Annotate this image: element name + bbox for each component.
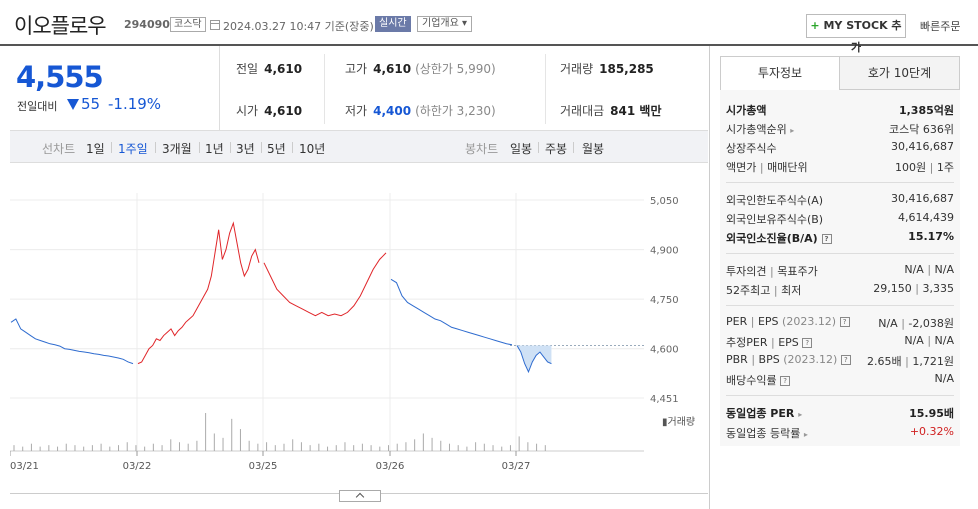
open-price: 시가 4,610 [236, 104, 303, 118]
candle-monthly[interactable]: 월봉 [582, 142, 605, 156]
volume-label: ▮거래량 [662, 416, 695, 428]
high-price: 고가 4,610 (상한가 5,990) [345, 62, 496, 76]
y-tick-label: 4,600 [650, 345, 679, 356]
period-1w[interactable]: 1주일 [118, 142, 148, 156]
help-icon: ? [839, 317, 850, 327]
period-10y[interactable]: 10년 [299, 142, 326, 156]
candle-daily[interactable]: 일봉 [510, 142, 533, 156]
quick-order-button[interactable]: 빠른주문 [920, 20, 961, 33]
candle-chart-label: 봉차트 [465, 142, 499, 156]
help-icon: ? [802, 338, 813, 348]
period-1y[interactable]: 1년 [205, 142, 224, 156]
stock-code: 294090 [124, 18, 170, 31]
x-tick-label: 03/21 [10, 461, 39, 472]
period-1d[interactable]: 1일 [86, 142, 105, 156]
help-icon: ? [840, 355, 851, 365]
current-price: 4,555 [16, 60, 104, 94]
x-tick-label: 03/26 [376, 461, 405, 472]
y-tick-label: 4,451 [650, 394, 679, 405]
price-line [390, 278, 513, 346]
prev-close: 전일 4,610 [236, 62, 303, 76]
price-line [137, 221, 260, 365]
chart-collapse-button[interactable] [339, 490, 381, 502]
volume: 거래량 185,285 [560, 62, 654, 76]
diff-label: 전일대비 [17, 100, 58, 113]
price-box: 4,555 전일대비 55 -1.19% [10, 46, 220, 130]
low-price: 저가 4,400 (하한가 3,230) [345, 104, 496, 118]
invest-info-panel: 시가총액 1,385억원 시가총액순위 ▸ 코스닥 636위 상장주식수 30,416… [720, 90, 960, 446]
y-tick-label: 5,050 [650, 196, 679, 207]
mystock-add-button[interactable]: + MY STOCK 추가 [806, 14, 906, 54]
period-5y[interactable]: 5년 [267, 142, 286, 156]
mystock-label: MY STOCK 추가 [823, 19, 902, 54]
trade-amount: 거래대금 841 백만 [560, 104, 662, 118]
y-tick-label: 4,900 [650, 246, 679, 257]
market-badge: 코스닥 [170, 17, 206, 32]
y-tick-label: 4,750 [650, 295, 679, 306]
realtime-badge: 실시간 [375, 16, 411, 32]
x-tick-label: 03/27 [502, 461, 531, 472]
chart-period-bar: 선차트 1일 1주일 3개월 1년 3년 5년 10년 봉차트 일봉 주봉 월봉 [10, 130, 708, 163]
price-line [10, 318, 134, 365]
line-chart-label: 선차트 [42, 142, 76, 156]
stock-name: 이오플로우 [14, 14, 107, 38]
candle-weekly[interactable]: 주봉 [545, 142, 568, 156]
price-chart[interactable]: 5,050 4,900 4,750 4,600 4,451 ▮거래량 03/21 03/22 0… [10, 163, 708, 493]
right-panel-tabs: 투자정보 호가 10단계 [720, 56, 960, 90]
tab-orderbook[interactable]: 호가 10단계 [840, 56, 960, 90]
stock-header: 이오플로우 294090 코스닥 2024.03.27 10:47 기준(장중)… [0, 0, 978, 54]
tab-invest-info[interactable]: 투자정보 [720, 56, 840, 90]
price-line [263, 252, 387, 317]
quote-info-table: 전일 4,610 고가 4,610 (상한가 5,990) 거래량 185,285 시가… [220, 46, 708, 130]
help-icon: ? [821, 234, 832, 244]
period-3y[interactable]: 3년 [236, 142, 255, 156]
price-rate: -1.19% [108, 95, 162, 113]
company-info-button[interactable]: 기업개요 ▾ [417, 16, 472, 32]
x-tick-label: 03/25 [249, 461, 278, 472]
period-3m[interactable]: 3개월 [162, 142, 192, 156]
x-tick-label: 03/22 [123, 461, 152, 472]
plus-icon: + [810, 19, 820, 32]
calendar-icon [210, 20, 220, 30]
down-triangle-icon [67, 99, 79, 110]
price-diff: 55 [81, 95, 101, 113]
price-line [516, 345, 552, 374]
quote-datetime: 2024.03.27 10:47 기준(장중) [223, 20, 374, 33]
help-icon: ? [780, 376, 791, 386]
